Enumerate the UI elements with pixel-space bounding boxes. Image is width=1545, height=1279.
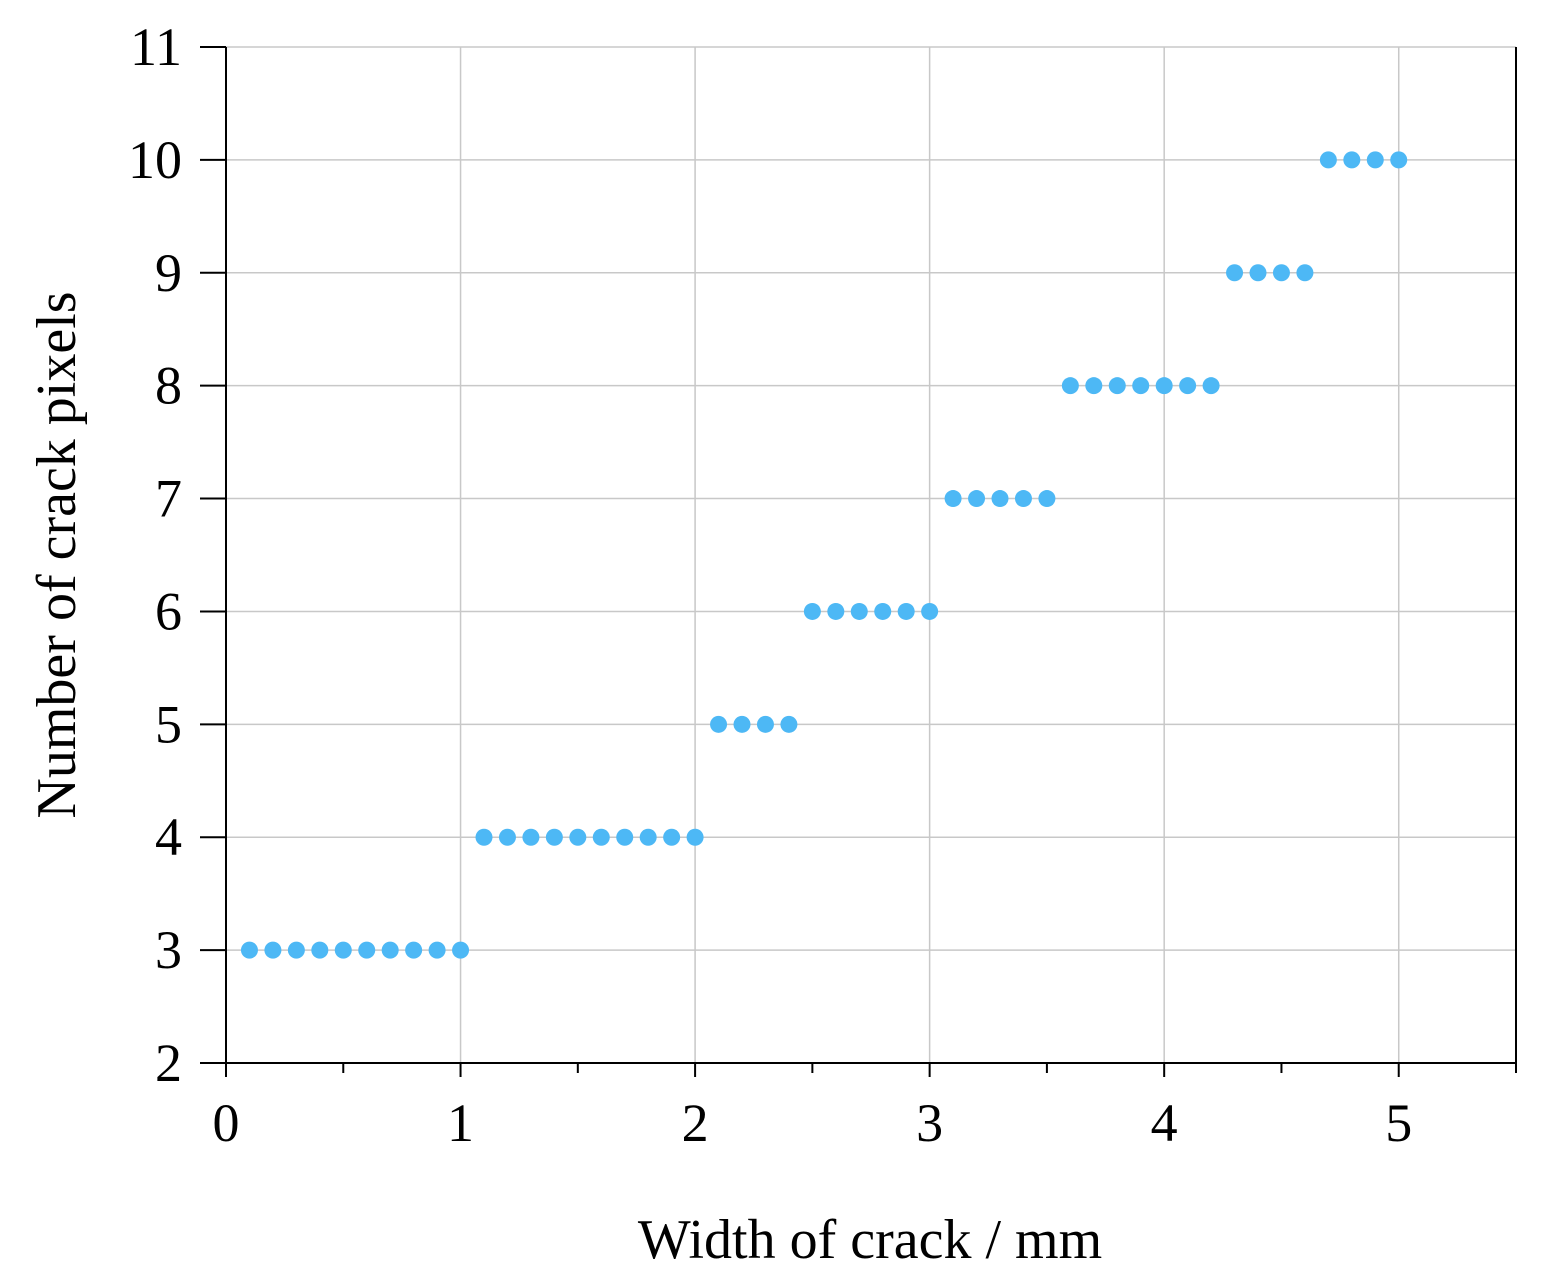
x-axis-label: Width of crack / mm xyxy=(638,1209,1102,1271)
data-points xyxy=(240,151,1408,959)
data-point xyxy=(874,602,892,620)
data-point xyxy=(287,941,305,959)
data-point xyxy=(264,941,282,959)
y-tick-label: 6 xyxy=(155,581,182,641)
data-point xyxy=(1155,377,1173,395)
x-tick-label: 5 xyxy=(1385,1093,1412,1153)
x-tick-label: 3 xyxy=(916,1093,943,1153)
y-tick-label: 2 xyxy=(155,1033,182,1093)
data-point xyxy=(1132,377,1150,395)
data-point xyxy=(1366,151,1384,169)
data-point xyxy=(381,941,399,959)
data-point xyxy=(991,490,1009,508)
data-point xyxy=(358,941,376,959)
grid-lines xyxy=(226,46,1516,1063)
data-point xyxy=(334,941,352,959)
y-tick-label: 8 xyxy=(155,356,182,416)
y-axis-ticks: 2 3 4 5 6 7 8 9 10 11 xyxy=(128,17,226,1093)
data-point xyxy=(1038,490,1056,508)
y-tick-label: 5 xyxy=(155,694,182,754)
y-tick-label: 7 xyxy=(155,469,182,529)
y-tick-label: 10 xyxy=(128,130,182,190)
data-point xyxy=(1390,151,1408,169)
data-point xyxy=(663,828,681,846)
data-point xyxy=(921,602,939,620)
data-point xyxy=(733,715,751,733)
data-point xyxy=(1296,264,1314,282)
y-axis-label: Number of crack pixels xyxy=(26,291,88,818)
data-point xyxy=(897,602,915,620)
data-point xyxy=(756,715,774,733)
data-point xyxy=(710,715,728,733)
data-point xyxy=(1226,264,1244,282)
data-point xyxy=(1249,264,1267,282)
data-point xyxy=(428,941,446,959)
data-point xyxy=(1272,264,1290,282)
data-point xyxy=(616,828,634,846)
x-tick-label: 4 xyxy=(1151,1093,1178,1153)
data-point xyxy=(827,602,845,620)
data-point xyxy=(1202,377,1220,395)
data-point xyxy=(968,490,986,508)
data-point xyxy=(569,828,587,846)
data-point xyxy=(545,828,563,846)
axes xyxy=(225,47,1517,1064)
data-point xyxy=(1085,377,1103,395)
data-point xyxy=(1108,377,1126,395)
x-axis-ticks: 0 1 2 3 4 5 xyxy=(213,1063,1517,1153)
data-point xyxy=(1014,490,1032,508)
data-point xyxy=(1343,151,1361,169)
data-point xyxy=(686,828,704,846)
y-tick-label: 9 xyxy=(155,243,182,303)
data-point xyxy=(405,941,423,959)
data-point xyxy=(803,602,821,620)
data-point xyxy=(240,941,258,959)
x-tick-label: 2 xyxy=(682,1093,709,1153)
x-tick-label: 0 xyxy=(213,1093,240,1153)
data-point xyxy=(1319,151,1337,169)
data-point xyxy=(944,490,962,508)
data-point xyxy=(850,602,868,620)
data-point xyxy=(780,715,798,733)
data-point xyxy=(498,828,516,846)
data-point xyxy=(452,941,470,959)
data-point xyxy=(311,941,329,959)
data-point xyxy=(1061,377,1079,395)
x-tick-label: 1 xyxy=(447,1093,474,1153)
data-point xyxy=(475,828,493,846)
y-tick-label: 4 xyxy=(155,807,182,867)
data-point xyxy=(592,828,610,846)
data-point xyxy=(522,828,540,846)
y-tick-label: 11 xyxy=(130,17,182,77)
data-point xyxy=(639,828,657,846)
data-point xyxy=(1179,377,1197,395)
y-tick-label: 3 xyxy=(155,920,182,980)
